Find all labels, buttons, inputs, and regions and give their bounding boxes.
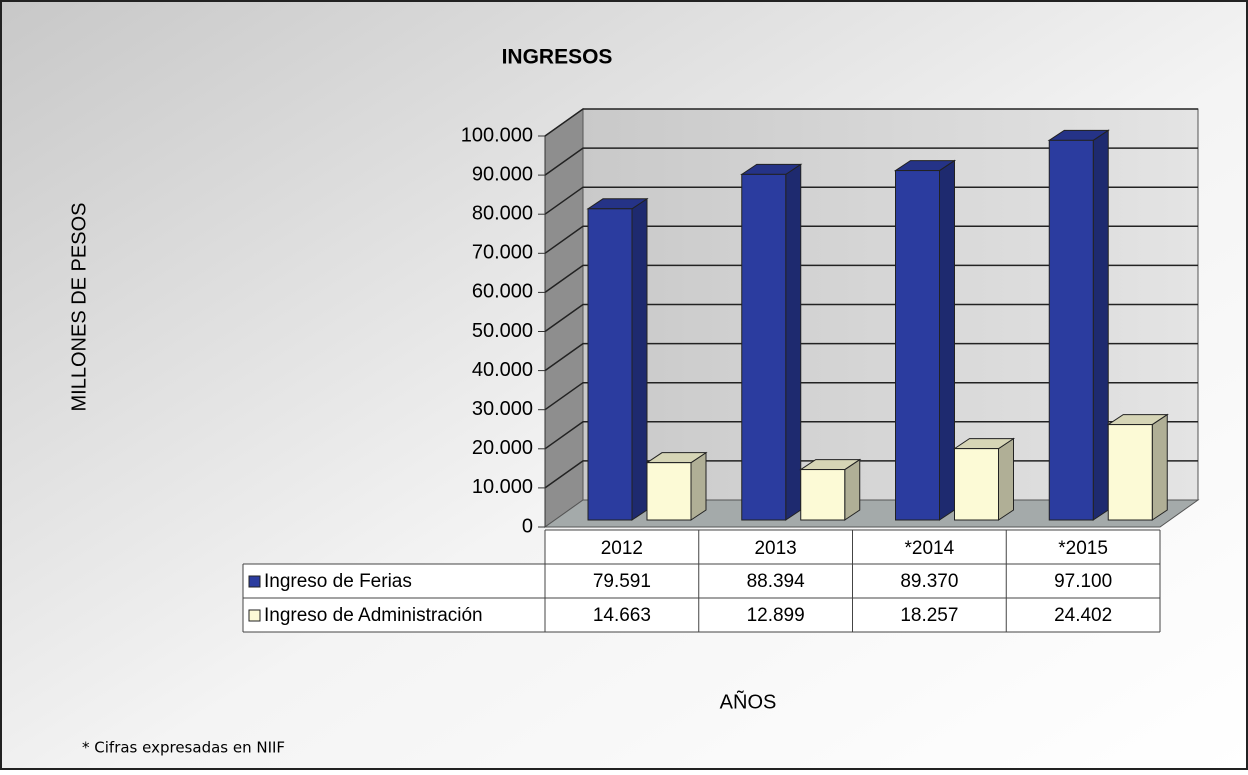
bar-side [785,163,802,521]
y-tick-label: 90.000 [472,163,533,185]
footnote: * Cifras expresadas en NIIF [82,739,285,757]
x-tick-label: 2012 [601,538,643,559]
table-value: 88.394 [747,571,806,592]
grid-line [544,303,1198,333]
grid-line [544,225,1198,254]
grid-line [544,108,1198,137]
y-tick-label: 0 [522,515,533,537]
y-tick-label: 100.000 [461,124,533,146]
x-tick-label: 2013 [754,538,796,559]
legend-label: Ingreso de Administración [264,605,483,626]
y-tick-label: 80.000 [472,202,533,224]
grid-line [544,186,1198,215]
table-value: 12.899 [747,605,805,626]
bar [800,469,846,521]
bar [587,208,633,521]
bar-side [631,197,648,521]
chart-title: INGRESOS [502,46,613,69]
legend-swatch [248,609,261,622]
legend-label: Ingreso de Ferias [264,571,412,592]
y-tick-label: 50.000 [472,320,533,342]
bar [741,173,787,521]
bar [646,462,692,521]
y-tick-label: 20.000 [472,437,533,459]
grid-line [544,264,1198,294]
y-tick-label: 70.000 [472,242,533,264]
x-axis-label: AÑOS [720,689,777,713]
y-tick-label: 30.000 [472,398,533,420]
bar [1048,139,1094,521]
grid-line [544,342,1198,372]
y-axis-label: MILLONES DE PESOS [68,203,90,412]
grid-line [544,421,1198,450]
bar-side [1092,129,1109,521]
bar-side [998,437,1014,521]
grid-line [544,147,1198,176]
table-value: 18.257 [900,605,958,626]
bar-side [690,451,707,521]
table-value: 14.663 [593,605,651,626]
y-tick-label: 40.000 [472,359,533,381]
table-value: 89.370 [900,571,958,592]
table-value: 79.591 [593,571,651,592]
x-tick-label: *2014 [905,538,955,559]
x-tick-label: *2015 [1058,538,1108,559]
bar [895,170,940,521]
bar-side [1151,413,1168,521]
bar [1107,424,1153,521]
table-value: 97.100 [1054,571,1112,592]
bar-side [939,159,955,521]
bar [954,448,999,521]
y-tick-label: 10.000 [472,476,533,498]
grid-line [544,381,1198,411]
floor [543,499,1200,528]
table-value: 24.402 [1054,605,1112,626]
y-tick-label: 60.000 [472,281,533,303]
legend-swatch [248,575,261,588]
